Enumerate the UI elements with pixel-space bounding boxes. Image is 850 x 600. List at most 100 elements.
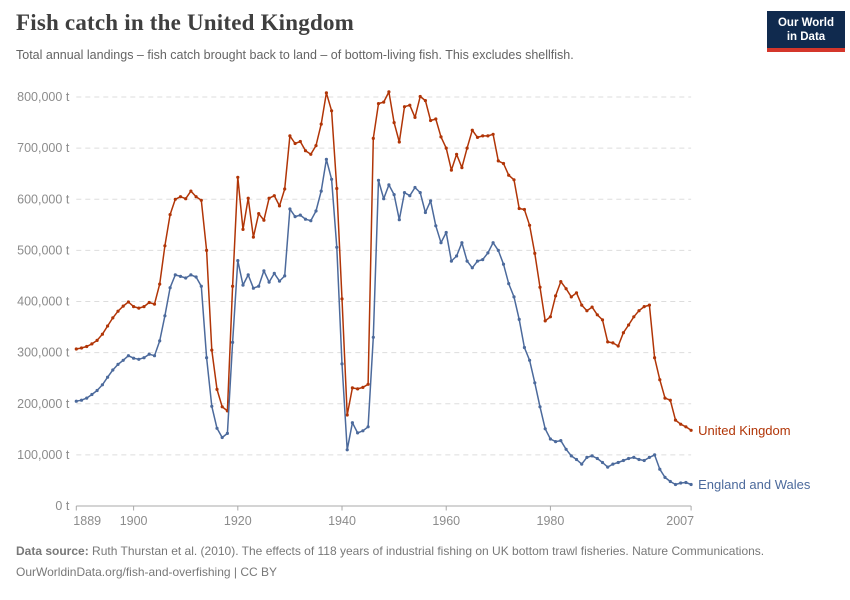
data-point[interactable] [554,294,558,298]
data-point[interactable] [309,219,313,223]
data-point[interactable] [663,396,667,400]
data-point[interactable] [142,356,146,360]
data-point[interactable] [231,284,235,288]
data-point[interactable] [137,357,141,361]
data-point[interactable] [449,168,453,172]
data-point[interactable] [481,134,485,138]
data-point[interactable] [173,197,177,201]
data-point[interactable] [194,195,198,199]
data-point[interactable] [517,206,521,211]
data-point[interactable] [595,313,599,317]
data-point[interactable] [642,305,646,309]
data-point[interactable] [126,354,130,358]
data-point[interactable] [543,319,547,323]
data-point[interactable] [106,375,110,379]
data-point[interactable] [303,149,308,153]
data-point[interactable] [262,269,266,273]
data-point[interactable] [189,273,193,277]
data-point[interactable] [611,341,615,345]
data-point[interactable] [559,280,563,284]
data-point[interactable] [262,218,266,222]
data-point[interactable] [298,139,302,144]
data-point[interactable] [501,262,506,266]
data-point[interactable] [569,454,573,458]
data-point[interactable] [251,235,255,239]
data-point[interactable] [402,105,407,109]
data-point[interactable] [215,426,219,430]
data-point[interactable] [673,482,678,487]
data-point[interactable] [501,161,506,166]
data-point[interactable] [606,465,610,469]
data-point[interactable] [684,480,688,485]
data-point[interactable] [371,335,375,339]
data-point[interactable] [392,121,396,125]
data-point[interactable] [382,100,386,104]
series-england-and-wales[interactable]: England and Wales [74,157,811,492]
data-point[interactable] [178,274,183,278]
data-point[interactable] [548,437,553,441]
data-point[interactable] [658,378,662,382]
data-point[interactable] [481,258,485,262]
data-point[interactable] [627,323,631,327]
data-point[interactable] [600,318,605,322]
data-point[interactable] [335,245,339,249]
data-point[interactable] [90,342,94,346]
data-point[interactable] [668,479,672,484]
data-point[interactable] [283,274,287,278]
data-point[interactable] [580,462,584,466]
data-point[interactable] [251,286,255,290]
data-point[interactable] [679,422,683,426]
data-point[interactable] [423,210,427,215]
data-point[interactable] [429,199,433,203]
data-point[interactable] [528,223,532,227]
data-point[interactable] [564,287,568,291]
data-point[interactable] [491,241,495,245]
data-point[interactable] [580,303,584,307]
data-point[interactable] [324,91,328,95]
data-point[interactable] [246,273,250,277]
data-point[interactable] [272,271,276,275]
data-point[interactable] [611,462,615,466]
data-point[interactable] [512,295,516,299]
data-point[interactable] [465,146,469,150]
data-point[interactable] [356,387,360,391]
data-point[interactable] [632,455,636,459]
data-point[interactable] [460,241,464,245]
data-point[interactable] [392,193,396,197]
data-point[interactable] [673,418,678,422]
data-point[interactable] [79,346,84,350]
data-point[interactable] [199,198,203,202]
data-point[interactable] [397,218,401,222]
data-point[interactable] [455,152,459,156]
data-point[interactable] [236,175,240,179]
data-point[interactable] [173,273,177,277]
data-point[interactable] [283,187,287,191]
data-point[interactable] [684,425,688,429]
data-point[interactable] [486,251,490,255]
data-point[interactable] [267,196,271,200]
data-point[interactable] [314,144,318,148]
data-point[interactable] [178,195,183,199]
data-point[interactable] [361,429,365,433]
data-point[interactable] [220,435,224,440]
data-point[interactable] [663,475,667,479]
data-point[interactable] [163,314,167,318]
data-point[interactable] [653,453,657,457]
data-point[interactable] [293,141,297,146]
data-point[interactable] [429,118,433,123]
data-point[interactable] [564,447,568,451]
data-point[interactable] [298,213,302,217]
data-point[interactable] [616,344,620,348]
data-point[interactable] [324,157,328,161]
data-point[interactable] [366,382,370,386]
owid-logo[interactable]: Our World in Data [767,11,845,52]
data-point[interactable] [215,387,219,391]
data-point[interactable] [335,186,339,191]
data-point[interactable] [236,259,240,263]
data-point[interactable] [413,185,417,190]
data-point[interactable] [413,115,417,119]
data-point[interactable] [439,135,443,139]
data-point[interactable] [163,244,167,248]
data-point[interactable] [111,368,115,372]
data-point[interactable] [574,291,579,295]
